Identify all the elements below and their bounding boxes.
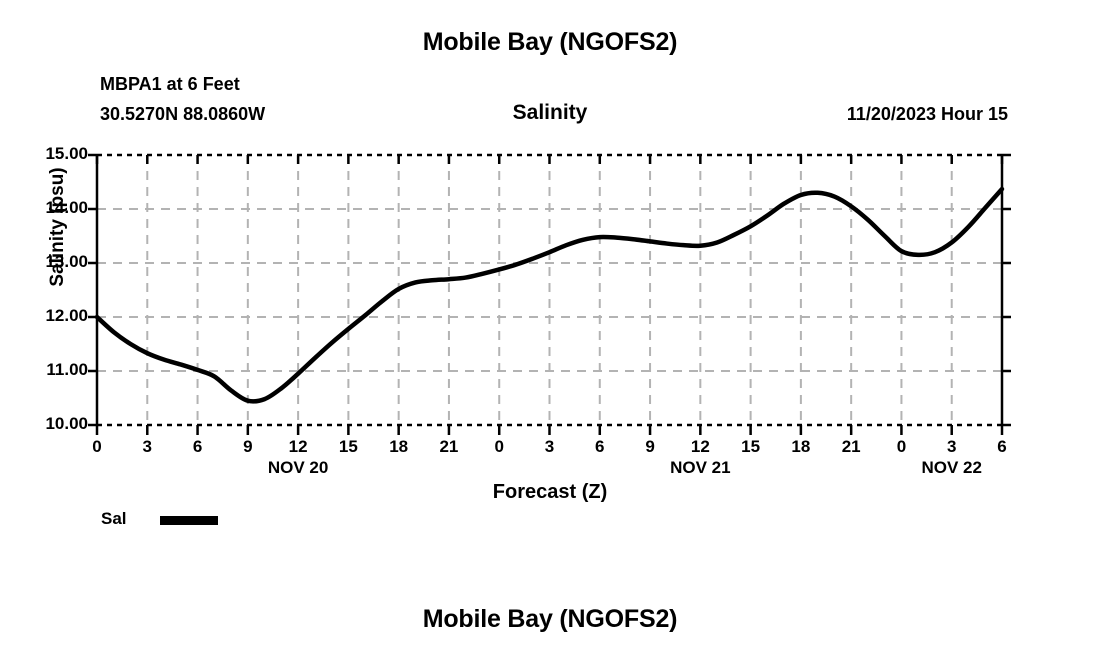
y-tick-label: 12.00 [45, 306, 88, 325]
page-title-top: Mobile Bay (NGOFS2) [422, 28, 678, 56]
model-run-timestamp: 11/20/2023 Hour 15 [846, 104, 1008, 124]
x-tick-label: 21 [841, 437, 861, 456]
y-tick-label: 13.00 [45, 252, 88, 271]
x-tick-label: 0 [92, 437, 102, 456]
station-name: MBPA1 at 6 Feet [100, 74, 240, 94]
x-tick-label: 12 [690, 437, 710, 456]
x-axis-day-label: NOV 21 [670, 458, 731, 477]
x-tick-label: 18 [389, 437, 409, 456]
station-coordinates: 30.5270N 88.0860W [100, 104, 266, 124]
y-tick-label: 14.00 [45, 198, 88, 217]
x-tick-label: 3 [946, 437, 957, 456]
y-axis-title: Salinity (psu) [47, 167, 68, 287]
x-tick-label: 0 [494, 437, 504, 456]
x-tick-label: 12 [288, 437, 308, 456]
y-axis-tick-labels: 15.00 14.00 13.00 12.00 11.00 10.00 [0, 0, 88, 650]
x-tick-label: 6 [595, 437, 605, 456]
y-tick-label: 10.00 [45, 414, 88, 433]
x-tick-label: 18 [791, 437, 811, 456]
x-axis-day-label: NOV 20 [267, 458, 329, 477]
x-tick-label: 3 [544, 437, 555, 456]
x-tick-label: 0 [896, 437, 907, 456]
x-tick-label: 6 [997, 437, 1007, 456]
legend-swatch-sal [160, 516, 218, 525]
x-axis-day-label: NOV 22 [921, 458, 982, 477]
x-tick-label: 3 [142, 437, 152, 456]
x-tick-label: 15 [338, 437, 358, 456]
chart-subtitle: Salinity [512, 101, 588, 124]
x-tick-label: 21 [439, 437, 459, 456]
page-title-bottom: Mobile Bay (NGOFS2) [422, 605, 678, 633]
x-tick-label: 9 [645, 437, 655, 456]
x-tick-label: 6 [192, 437, 203, 456]
legend-label-sal: Sal [101, 509, 127, 528]
y-tick-label: 11.00 [46, 360, 88, 379]
x-tick-label: 9 [243, 437, 253, 456]
x-axis-title: Forecast (Z) [492, 481, 608, 503]
y-tick-label: 15.00 [45, 144, 88, 163]
x-tick-label: 15 [741, 437, 761, 456]
